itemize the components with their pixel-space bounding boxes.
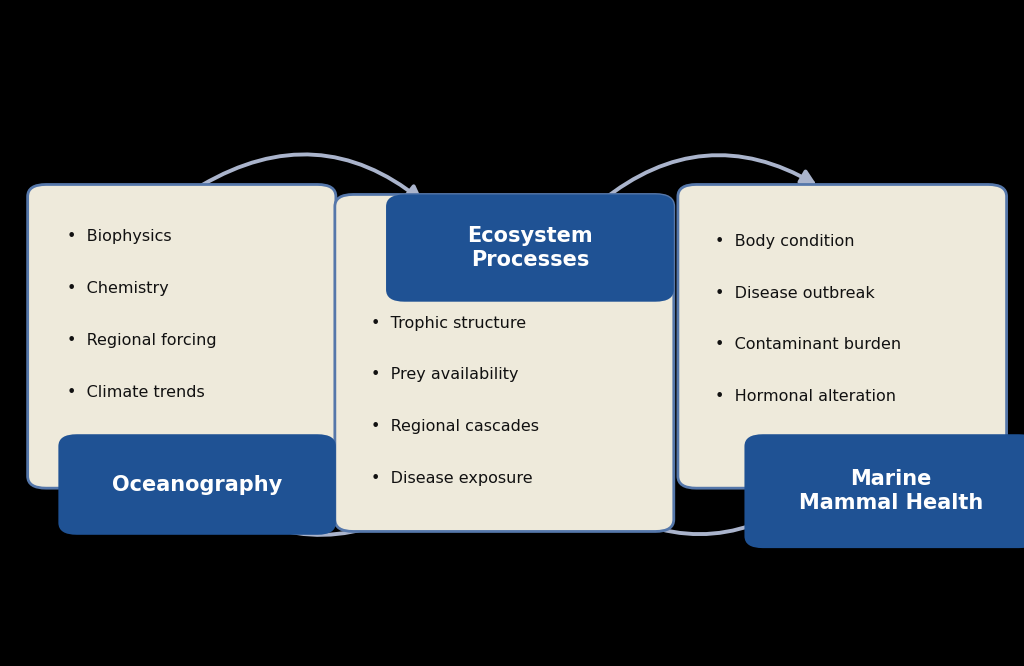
Text: •  Climate trends: • Climate trends	[67, 385, 205, 400]
FancyBboxPatch shape	[28, 184, 336, 488]
FancyBboxPatch shape	[386, 194, 674, 302]
Text: Oceanography: Oceanography	[112, 474, 283, 495]
Text: •  Contaminant burden: • Contaminant burden	[715, 338, 901, 352]
Text: •  Regional cascades: • Regional cascades	[371, 420, 539, 434]
FancyBboxPatch shape	[744, 434, 1024, 548]
Text: •  Prey availability: • Prey availability	[371, 368, 518, 382]
FancyBboxPatch shape	[58, 434, 336, 535]
Text: Marine
Mammal Health: Marine Mammal Health	[799, 469, 983, 513]
Text: •  Disease outbreak: • Disease outbreak	[715, 286, 874, 300]
Text: •  Body condition: • Body condition	[715, 234, 854, 248]
Text: •  Biophysics: • Biophysics	[67, 229, 171, 244]
Text: •  Chemistry: • Chemistry	[67, 281, 168, 296]
Text: •  Regional forcing: • Regional forcing	[67, 333, 216, 348]
Text: •  Trophic structure: • Trophic structure	[371, 316, 525, 330]
Text: •  Hormonal alteration: • Hormonal alteration	[715, 390, 896, 404]
FancyBboxPatch shape	[335, 194, 674, 531]
Text: Ecosystem
Processes: Ecosystem Processes	[467, 226, 593, 270]
FancyBboxPatch shape	[678, 184, 1007, 488]
Text: •  Disease exposure: • Disease exposure	[371, 472, 532, 486]
